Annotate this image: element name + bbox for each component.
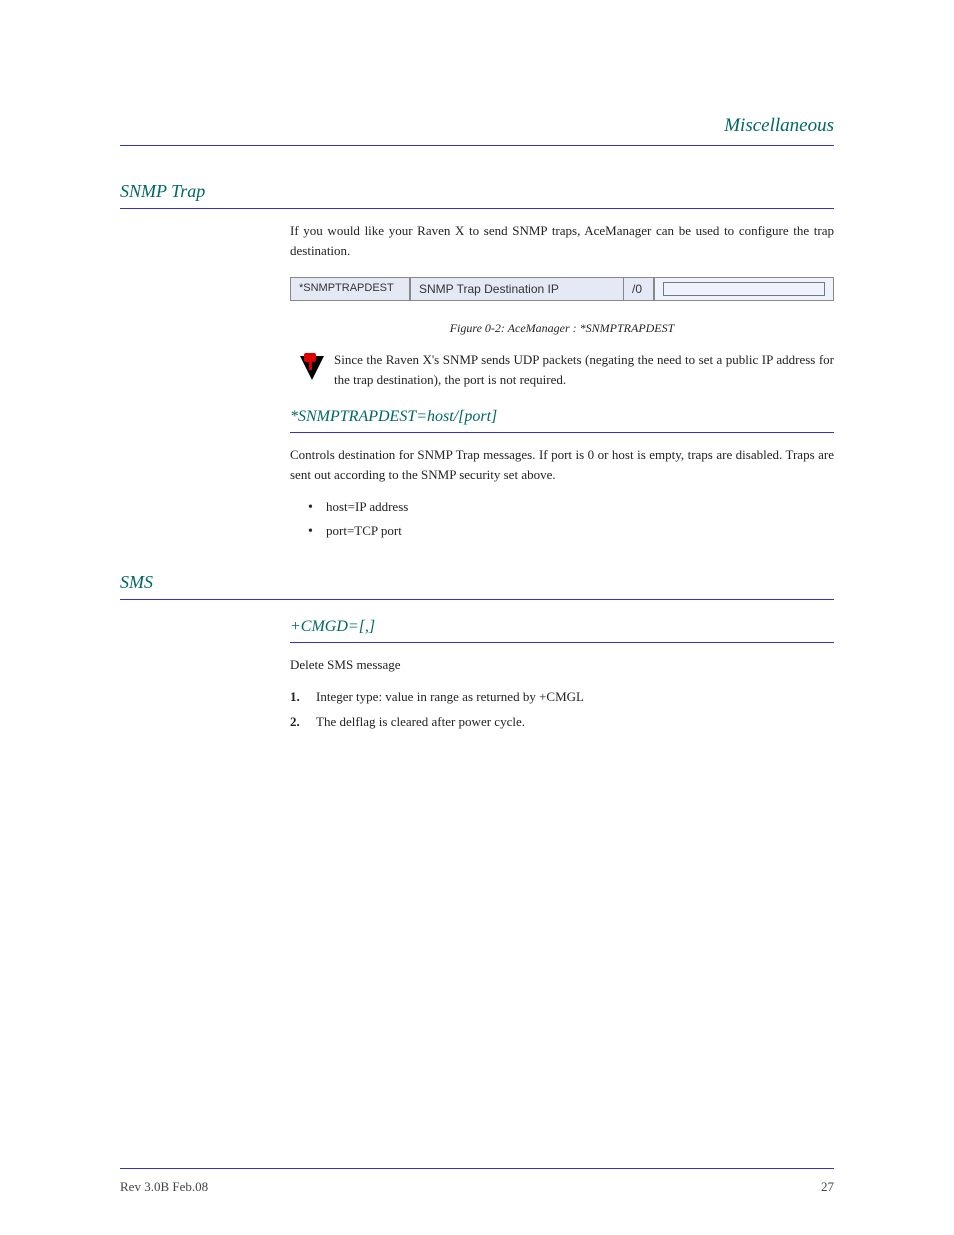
top-divider [120,145,834,146]
param-index-cell: /0 [624,277,654,301]
param-text-input[interactable] [663,282,825,296]
param-key-cell: *SNMPTRAPDEST [290,277,410,301]
footer-divider [120,1168,834,1169]
bullet-item: host=IP address [308,497,834,518]
chapter-label: Miscellaneous [120,115,834,137]
note-pin-icon [290,350,334,390]
page-footer: Rev 3.0B Feb.08 27 [120,1168,834,1195]
footer-left: Rev 3.0B Feb.08 [120,1179,208,1195]
sms-heading: SMS [120,572,834,593]
cmgd-intro: Delete SMS message [290,655,834,675]
param-input-cell[interactable] [654,277,834,301]
cmgd-subheading: +CMGD=[,] [290,618,834,636]
note-text: Since the Raven X's SNMP sends UDP packe… [334,350,834,390]
numbered-item: 2. The delflag is cleared after power cy… [290,712,834,733]
section-divider [120,599,834,600]
numbered-item: 1. Integer type: value in range as retur… [290,687,834,708]
item-text: Integer type: value in range as returned… [316,687,584,708]
subsection-divider [290,432,834,433]
snmptrapdest-bullets: host=IP address port=TCP port [308,497,834,542]
snmptrapdest-subheading: *SNMPTRAPDEST=host/[port] [290,408,834,426]
item-text: The delflag is cleared after power cycle… [316,712,525,733]
snmptrapdest-intro: Controls destination for SNMP Trap messa… [290,445,834,485]
snmp-intro-text: If you would like your Raven X to send S… [290,221,834,261]
section-divider [120,208,834,209]
param-table-row: *SNMPTRAPDEST SNMP Trap Destination IP /… [290,277,834,542]
footer-page-number: 27 [821,1179,834,1195]
bullet-item: port=TCP port [308,521,834,542]
param-desc-cell: SNMP Trap Destination IP [410,277,624,301]
item-number: 1. [290,687,316,708]
cmgd-numbered-list: 1. Integer type: value in range as retur… [290,687,834,733]
snmp-trap-heading: SNMP Trap [120,181,834,202]
subsection-divider [290,642,834,643]
figure-caption: Figure 0-2: AceManager : *SNMPTRAPDEST [290,319,834,338]
item-number: 2. [290,712,316,733]
